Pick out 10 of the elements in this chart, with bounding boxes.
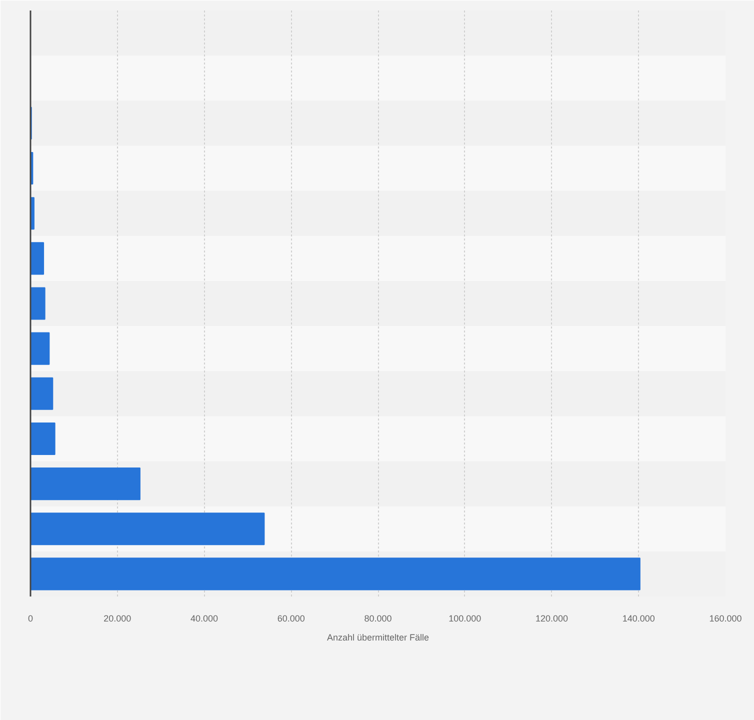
x-tick-label: 160.000 xyxy=(709,614,742,624)
x-tick-label: 60.000 xyxy=(277,614,305,624)
x-tick-label: 40.000 xyxy=(190,614,218,624)
x-tick-label: 100.000 xyxy=(448,614,482,624)
x-tick-label: 80.000 xyxy=(364,614,392,624)
x-tick-label: 120.000 xyxy=(535,614,568,624)
x-tick-label: 20.000 xyxy=(104,614,132,624)
x-axis-title: Anzahl übermittelter Fälle xyxy=(326,632,430,642)
x-tick-label: 0 xyxy=(28,614,34,624)
x-tick-label: 140.000 xyxy=(622,614,655,624)
